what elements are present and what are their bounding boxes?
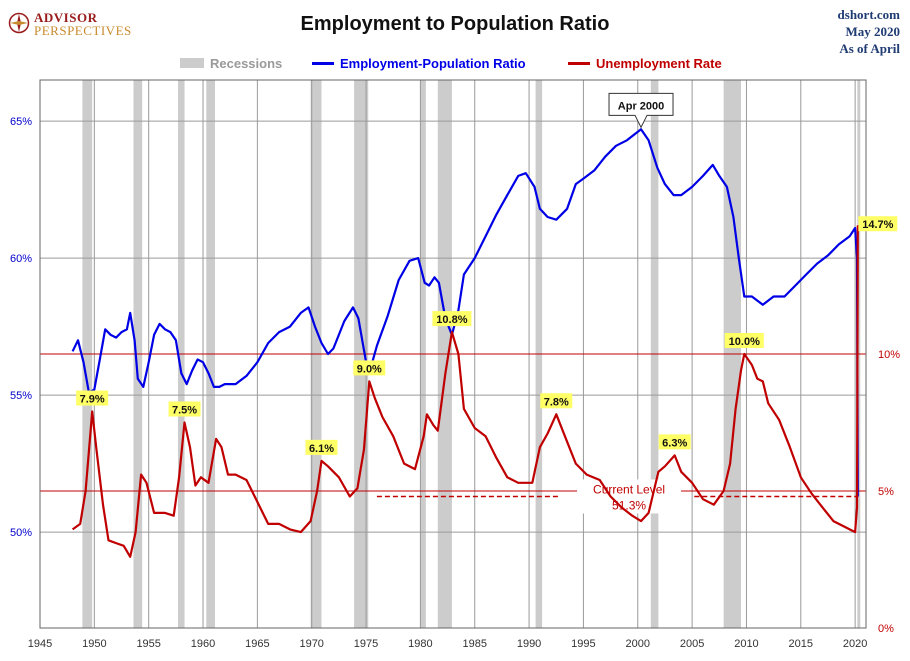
- ur-label-bg: [724, 333, 764, 348]
- source-date: May 2020: [845, 24, 900, 39]
- logo-text-perspectives: PERSPECTIVES: [34, 23, 132, 38]
- series-line-unemployment: [71, 225, 859, 558]
- y-left-tick-label: 50%: [10, 527, 32, 539]
- chart-legend: Recessions Employment-Population Ratio U…: [0, 53, 910, 73]
- ur-label: 10.8%: [436, 314, 467, 326]
- x-tick-label: 1945: [28, 638, 52, 650]
- ur-label: 14.7%: [862, 219, 893, 231]
- peak-callout-box: [608, 92, 674, 129]
- ur-label-bg: [353, 360, 386, 376]
- ur-label-bg: [540, 393, 573, 409]
- current-level-label-bg: [577, 479, 682, 514]
- logo-text-advisor: ADVISOR: [34, 10, 98, 25]
- legend-swatch-recessions: [180, 58, 204, 68]
- source-as-of: As of April: [839, 41, 900, 56]
- legend-swatch-epop: [312, 61, 334, 65]
- legend-item-unemployment: Unemployment Rate: [568, 53, 722, 73]
- legend-item-epop: Employment-Population Ratio: [312, 53, 526, 73]
- ur-label-bg: [858, 216, 898, 232]
- ur-label: 9.0%: [357, 363, 382, 375]
- y-left-tick-label: 55%: [10, 390, 32, 402]
- x-tick-label: 2020: [843, 638, 867, 650]
- ur-label-bg: [168, 401, 201, 417]
- y-right-tick-label: 10%: [878, 349, 900, 361]
- ur-label-bg: [76, 390, 109, 406]
- x-tick-label: 1955: [136, 638, 160, 650]
- source-site: dshort.com: [837, 7, 900, 22]
- y-left-tick-label: 60%: [10, 253, 32, 265]
- source-info: dshort.com May 2020 As of April: [838, 6, 900, 57]
- legend-swatch-unemployment: [568, 61, 590, 65]
- x-tick-label: 1965: [245, 638, 269, 650]
- ur-label: 6.1%: [309, 443, 334, 455]
- ur-label: 7.8%: [544, 396, 569, 408]
- x-tick-label: 1960: [191, 638, 215, 650]
- legend-label-unemployment: Unemployment Rate: [596, 55, 722, 71]
- x-tick-label: 1995: [571, 638, 595, 650]
- plot-frame: [39, 79, 867, 629]
- x-tick-label: 1985: [462, 638, 486, 650]
- x-tick-label: 1990: [517, 638, 541, 650]
- y-left-tick-label: 65%: [10, 116, 32, 128]
- legend-label-epop: Employment-Population Ratio: [340, 55, 526, 71]
- ur-label: 7.5%: [172, 405, 197, 417]
- ur-label-bg: [305, 439, 338, 455]
- current-level-label: Current Level: [593, 482, 665, 496]
- x-tick-label: 2000: [626, 638, 650, 650]
- chart-title: Employment to Population Ratio: [300, 13, 610, 35]
- ur-label: 6.3%: [662, 437, 687, 449]
- compass-icon: [8, 12, 30, 34]
- x-tick-label: 2010: [734, 638, 758, 650]
- ur-label: 10.0%: [729, 336, 760, 348]
- legend-item-recessions: Recessions: [180, 53, 282, 73]
- x-tick-label: 1975: [354, 638, 378, 650]
- x-tick-label: 2015: [789, 638, 813, 650]
- x-tick-label: 2005: [680, 638, 704, 650]
- ur-label-bg: [658, 434, 691, 450]
- series-line-epop: [71, 128, 859, 497]
- legend-label-recessions: Recessions: [210, 55, 283, 71]
- ur-label: 7.9%: [80, 394, 105, 406]
- y-right-tick-label: 0%: [878, 623, 894, 635]
- current-level-value: 51.3%: [612, 498, 646, 512]
- ur-label-bg: [432, 311, 472, 327]
- peak-callout-label: Apr 2000: [618, 100, 664, 112]
- x-tick-label: 1950: [82, 638, 106, 650]
- y-right-tick-label: 5%: [878, 486, 894, 498]
- x-tick-label: 1970: [299, 638, 323, 650]
- x-tick-label: 1980: [408, 638, 432, 650]
